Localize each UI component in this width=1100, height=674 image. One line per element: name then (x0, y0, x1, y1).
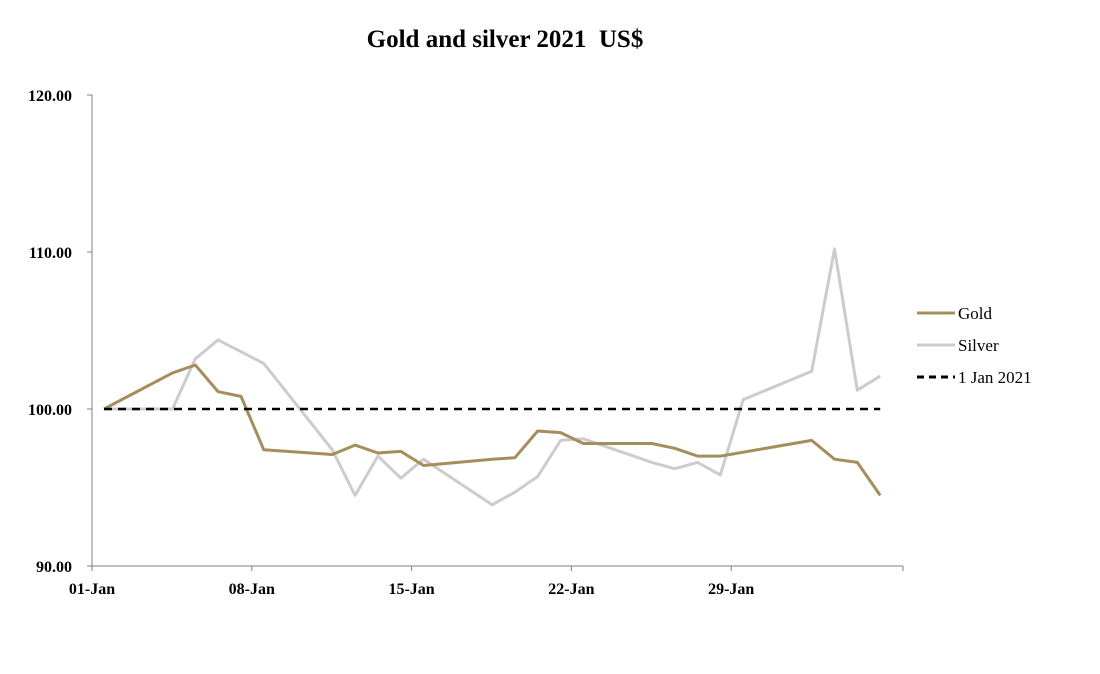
axes: 90.00 100.00 110.00 120.00 01-Jan 08-Jan 15-Ja… (28, 88, 904, 598)
series-line-gold (103, 363, 882, 497)
legend-label-gold: Gold (958, 304, 993, 323)
x-tick-label: 01-Jan (69, 581, 115, 598)
x-tick-label: 15-Jan (388, 581, 434, 598)
y-tick-label: 90.00 (36, 559, 72, 576)
y-tick-label: 120.00 (28, 88, 72, 105)
legend-label-silver: Silver (958, 336, 999, 355)
legend: Gold Silver 1 Jan 2021 (917, 304, 1032, 387)
chart-title: Gold and silver 2021 US$ (366, 26, 644, 53)
y-tick-label: 100.00 (28, 402, 72, 419)
x-tick-label: 22-Jan (548, 581, 594, 598)
legend-label-1-jan-2021: 1 Jan 2021 (958, 368, 1032, 387)
series-lines (103, 247, 882, 507)
x-tick-label: 08-Jan (229, 581, 275, 598)
x-tick-label: 29-Jan (708, 581, 754, 598)
series-line-silver (104, 247, 881, 507)
y-tick-label: 110.00 (29, 245, 72, 262)
